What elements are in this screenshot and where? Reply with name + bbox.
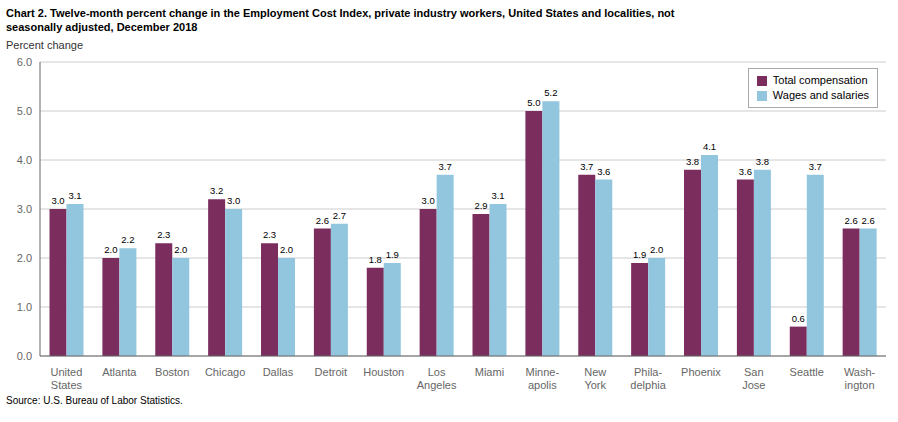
svg-text:3.7: 3.7 [439, 161, 452, 172]
svg-text:1.8: 1.8 [369, 254, 382, 265]
svg-text:3.8: 3.8 [686, 156, 699, 167]
svg-text:3.7: 3.7 [580, 161, 593, 172]
svg-text:2.6: 2.6 [845, 215, 858, 226]
svg-text:2.7: 2.7 [333, 210, 346, 221]
svg-text:4.0: 4.0 [17, 154, 32, 166]
svg-text:2.6: 2.6 [862, 215, 875, 226]
svg-text:2.3: 2.3 [263, 229, 276, 240]
svg-text:4.1: 4.1 [703, 141, 716, 152]
svg-text:Detroit: Detroit [315, 366, 347, 378]
svg-text:2.6: 2.6 [316, 215, 329, 226]
svg-text:5.0: 5.0 [17, 105, 32, 117]
svg-text:0.0: 0.0 [17, 350, 32, 362]
svg-text:UnitedStates: UnitedStates [51, 366, 83, 391]
svg-text:Chicago: Chicago [205, 366, 245, 378]
svg-text:3.0: 3.0 [422, 195, 435, 206]
html-text:Source: U.S. Bureau of Labor S: Source: U.S. Bureau of Labor Statistics. [6, 395, 183, 406]
svg-text:LosAngeles: LosAngeles [417, 366, 457, 391]
html-text:Total compensation: Total compensation [772, 74, 868, 86]
svg-text:2.0: 2.0 [17, 252, 32, 264]
svg-text:5.0: 5.0 [527, 97, 540, 108]
svg-text:Minne-apolis: Minne-apolis [526, 366, 560, 391]
svg-text:3.6: 3.6 [597, 166, 610, 177]
svg-text:1.0: 1.0 [17, 301, 32, 313]
svg-text:3.7: 3.7 [809, 161, 822, 172]
svg-text:3.0: 3.0 [51, 195, 64, 206]
svg-text:Wash-ington: Wash-ington [844, 366, 876, 391]
html-text:Chart 2. Twelve-month percent: Chart 2. Twelve-month percent change in … [6, 7, 675, 19]
svg-text:Miami: Miami [475, 366, 504, 378]
svg-text:1.9: 1.9 [633, 249, 646, 260]
svg-text:3.1: 3.1 [491, 190, 504, 201]
svg-text:0.6: 0.6 [792, 313, 805, 324]
svg-text:2.2: 2.2 [121, 234, 134, 245]
svg-text:1.9: 1.9 [386, 249, 399, 260]
svg-text:3.1: 3.1 [68, 190, 81, 201]
svg-text:3.8: 3.8 [756, 156, 769, 167]
svg-text:5.2: 5.2 [544, 87, 557, 98]
svg-text:3.0: 3.0 [227, 195, 240, 206]
svg-text:Phila-delphia: Phila-delphia [630, 366, 666, 391]
svg-text:Houston: Houston [363, 366, 404, 378]
svg-text:3.6: 3.6 [739, 166, 752, 177]
svg-text:2.0: 2.0 [104, 244, 117, 255]
svg-text:NewYork: NewYork [584, 366, 606, 391]
svg-text:Atlanta: Atlanta [102, 366, 137, 378]
svg-text:2.9: 2.9 [474, 200, 487, 211]
html-text:Percent change: Percent change [6, 39, 84, 51]
svg-text:SanJose: SanJose [742, 366, 765, 391]
svg-text:Seattle: Seattle [790, 366, 824, 378]
svg-text:2.0: 2.0 [174, 244, 187, 255]
svg-text:2.0: 2.0 [650, 244, 663, 255]
svg-text:Boston: Boston [155, 366, 189, 378]
svg-text:3.0: 3.0 [17, 203, 32, 215]
svg-text:6.0: 6.0 [17, 56, 32, 68]
html-text:seasonally adjusted, December: seasonally adjusted, December 2018 [6, 21, 198, 33]
svg-text:Dallas: Dallas [263, 366, 294, 378]
svg-text:2.3: 2.3 [157, 229, 170, 240]
html-text:Wages and salaries: Wages and salaries [772, 89, 869, 101]
svg-text:2.0: 2.0 [280, 244, 293, 255]
svg-text:3.2: 3.2 [210, 185, 223, 196]
svg-text:Phoenix: Phoenix [681, 366, 721, 378]
